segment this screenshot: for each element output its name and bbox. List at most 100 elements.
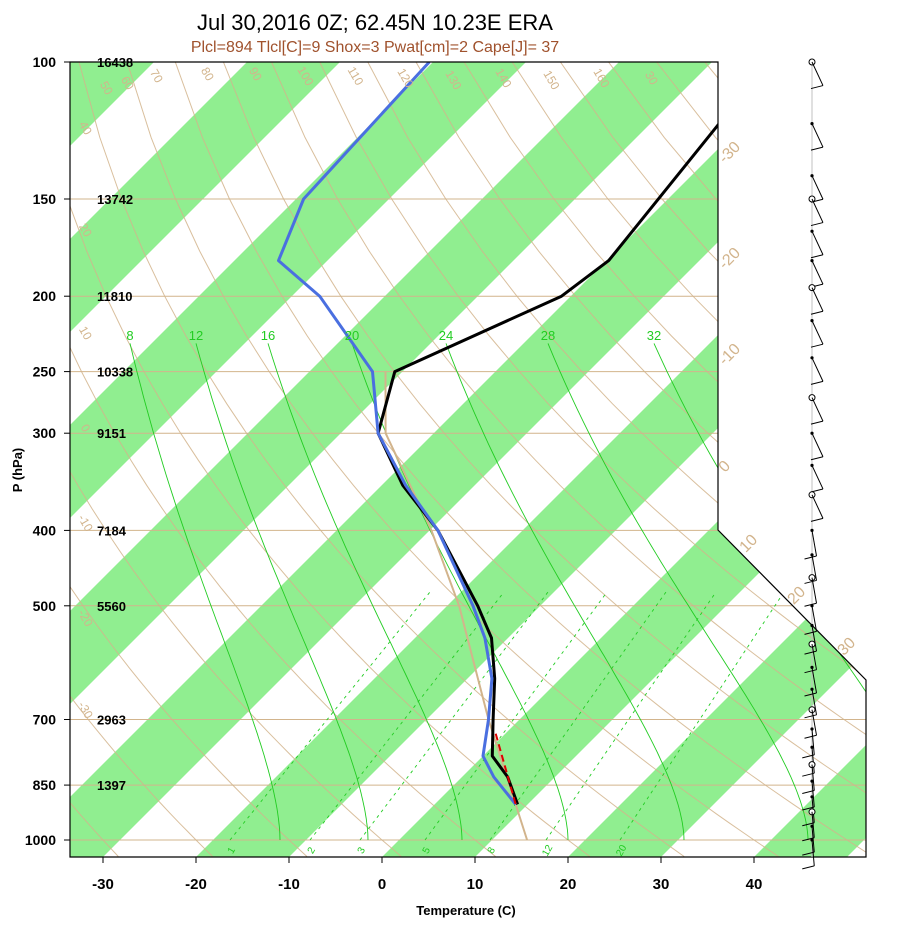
moist-adiabat-label: 12: [189, 328, 203, 343]
x-axis-label: Temperature (C): [416, 903, 515, 918]
dry-adiabat-label: 40: [76, 119, 95, 138]
wind-barb: [804, 640, 818, 674]
height-label: 11810: [97, 289, 132, 304]
wind-barb-staff: [811, 839, 815, 866]
temperature-tick-label: -10: [278, 876, 300, 893]
pressure-tick-label: 850: [33, 777, 57, 793]
temperature-tick-label: 30: [653, 876, 670, 893]
wind-barb-flag: [804, 692, 817, 697]
moist-adiabat-label: 28: [541, 328, 555, 343]
height-label: 13742: [97, 192, 133, 207]
dry-adiabat: [222, 62, 866, 857]
wind-barb: [804, 604, 818, 635]
wind-barb-staff: [811, 230, 824, 255]
mixing-ratio-label: 5: [421, 845, 434, 856]
wind-barb-flag: [810, 222, 824, 227]
isotherm-band: [568, 62, 866, 857]
moist-adiabat-label: 20: [345, 328, 359, 343]
wind-barb: [802, 745, 815, 777]
wind-barb: [810, 356, 824, 385]
wind-barb-staff: [811, 175, 824, 200]
dry-adiabat-label: 150: [540, 68, 562, 93]
wind-barb-flag: [810, 85, 824, 90]
wind-barb-flag: [810, 254, 824, 259]
mixing-ratio-line: [489, 591, 667, 841]
wind-barb: [808, 491, 824, 522]
mixing-ratio-line: [359, 591, 549, 841]
moist-adiabat: [195, 343, 369, 841]
wind-barb-staff: [811, 644, 818, 670]
dewpoint-profile: [277, 62, 517, 806]
moist-adiabat: [547, 343, 809, 841]
wind-barb: [808, 394, 824, 425]
wind-barb-staff: [811, 287, 824, 312]
wind-barb-flag: [810, 420, 824, 425]
dry-adiabat-label: 50: [97, 79, 116, 98]
chart-subtitle: Plcl=894 Tlcl[C]=9 Shox=3 Pwat[cm]=2 Cap…: [191, 39, 559, 56]
moist-adiabat: [129, 343, 281, 841]
wind-barb-flag: [804, 650, 817, 655]
mixing-ratio-label: 20: [614, 843, 629, 859]
dry-adiabat-label: 30: [642, 69, 661, 88]
height-label: 9151: [97, 426, 126, 441]
dry-adiabat: [70, 62, 496, 857]
wind-barb-staff: [811, 577, 818, 604]
wind-barb: [810, 319, 824, 348]
wind-barb: [802, 838, 815, 870]
wind-barb-flag: [810, 343, 824, 348]
dry-adiabat-label: 90: [246, 65, 265, 84]
wind-barb-staff: [811, 747, 815, 774]
dry-adiabat: [70, 62, 402, 857]
wind-barb-staff: [811, 530, 818, 557]
mixing-ratio-line: [619, 591, 785, 841]
isotherm-band: [70, 62, 815, 857]
wind-barb: [802, 779, 815, 811]
wind-barb-staff: [811, 357, 824, 382]
height-label: 5560: [97, 599, 126, 614]
sounding-profiles: [277, 62, 770, 841]
wind-barb: [802, 761, 816, 794]
wind-barbs: [802, 58, 824, 870]
wind-barb: [804, 528, 818, 560]
moist-adiabat: [267, 343, 463, 841]
wind-barb-staff: [811, 764, 815, 791]
dry-adiabat: [319, 62, 866, 857]
dry-adiabat: [70, 62, 591, 857]
moist-adiabat-label: 8: [126, 328, 133, 343]
mixing-ratio-label: 3: [356, 845, 369, 856]
pressure-tick-label: 300: [33, 425, 57, 441]
wind-barb-staff: [811, 667, 818, 694]
wind-barb-staff: [811, 432, 824, 457]
wind-barb-staff: [811, 605, 818, 632]
dry-adiabat-label: -30: [75, 699, 96, 721]
wind-barb: [810, 431, 824, 461]
isotherm-bands: [70, 62, 866, 857]
mixing-ratio-label: 2: [306, 845, 319, 856]
dry-adiabat: [367, 62, 866, 857]
height-label: 1397: [97, 778, 126, 793]
mixing-ratio-label: 8: [486, 845, 499, 856]
wind-barb-staff: [811, 709, 818, 736]
wind-barb: [804, 665, 818, 697]
dry-adiabat: [78, 62, 685, 857]
wind-barb-staff: [811, 260, 824, 285]
wind-barb-flag: [802, 772, 815, 777]
pressure-tick-label: 150: [33, 191, 57, 207]
wind-barb-flag: [802, 837, 815, 842]
dry-adiabat: [800, 62, 866, 857]
y-axis-label: P (hPa): [10, 448, 25, 493]
wind-barb-staff: [811, 198, 824, 223]
wind-barb-flag: [804, 630, 817, 635]
dry-adiabat-label: 80: [198, 65, 217, 84]
wind-barb-flag: [804, 602, 817, 607]
wind-barb: [804, 687, 818, 719]
wind-barb-flag: [810, 456, 824, 461]
temperature-tick-label: 0: [378, 876, 386, 893]
wind-barb-staff: [811, 781, 815, 808]
temperature-tick-label: -20: [185, 876, 207, 893]
wind-barb-staff: [811, 320, 824, 345]
dry-adiabat: [70, 62, 213, 857]
height-label: 2963: [97, 712, 126, 727]
pressure-tick-label: 1000: [25, 832, 56, 848]
